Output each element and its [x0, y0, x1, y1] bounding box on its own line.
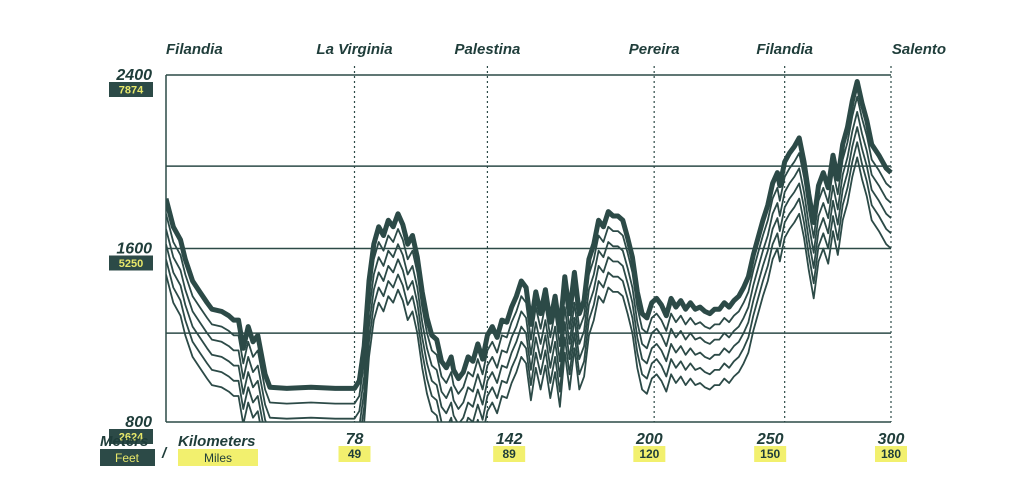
- profile-line-echo: [166, 111, 892, 420]
- y-tick-feet-box: [109, 82, 153, 97]
- y-tick-feet-box: [109, 255, 153, 271]
- profile-line-echo: [166, 126, 892, 422]
- unit-feet-box: [100, 449, 155, 466]
- unit-separator: /: [161, 445, 168, 462]
- y-tick-feet: 2624: [119, 432, 144, 444]
- y-tick-feet-box: [109, 429, 153, 444]
- x-tick-km: 142: [496, 431, 523, 448]
- y-tick-meters: 2400: [115, 67, 152, 84]
- town-label: Salento: [892, 41, 946, 58]
- profile-line-main: [166, 79, 893, 391]
- x-tick-miles-box: [493, 446, 526, 462]
- unit-meters-label: Meters: [100, 433, 148, 450]
- unit-feet-label: Feet: [115, 451, 140, 465]
- x-tick-km: 200: [635, 431, 663, 448]
- x-tick-miles: 89: [502, 447, 516, 461]
- town-label: Filandia: [166, 41, 223, 58]
- town-label: Pereira: [629, 41, 680, 58]
- x-tick-miles-box: [754, 446, 787, 462]
- y-tick-meters: 800: [125, 414, 152, 431]
- axis-labels: Filandia La Virginia Palestina Pereira Filan…: [109, 41, 946, 462]
- x-tick-km: 250: [756, 431, 784, 448]
- x-tick-miles: 150: [760, 447, 780, 461]
- town-markers: [353, 66, 892, 422]
- y-tick-meters: 1600: [116, 241, 152, 258]
- profile-lines: [166, 79, 893, 422]
- town-label: Palestina: [454, 41, 520, 58]
- town-label: La Virginia: [316, 41, 392, 58]
- x-tick-miles: 120: [639, 447, 659, 461]
- x-tick-km: 300: [878, 431, 905, 448]
- unit-kilometers-label: Kilometers: [178, 433, 256, 450]
- unit-miles-label: Miles: [204, 451, 232, 465]
- y-tick-feet: 5250: [119, 258, 143, 270]
- profile-line-echo: [166, 141, 892, 422]
- profile-line-echo: [166, 95, 892, 405]
- x-tick-km: 78: [346, 431, 364, 448]
- x-tick-miles: 180: [881, 447, 901, 461]
- x-tick-miles: 49: [348, 447, 362, 461]
- profile-line-echo: [166, 156, 892, 422]
- unit-legend: Meters Feet / Kilometers Miles: [100, 433, 258, 466]
- x-tick-miles-box: [338, 446, 371, 462]
- y-tick-feet: 7874: [119, 85, 144, 97]
- x-tick-miles-box: [875, 446, 907, 462]
- unit-miles-box: [178, 449, 258, 466]
- town-label: Filandia: [756, 41, 813, 58]
- x-tick-miles-box: [633, 446, 666, 462]
